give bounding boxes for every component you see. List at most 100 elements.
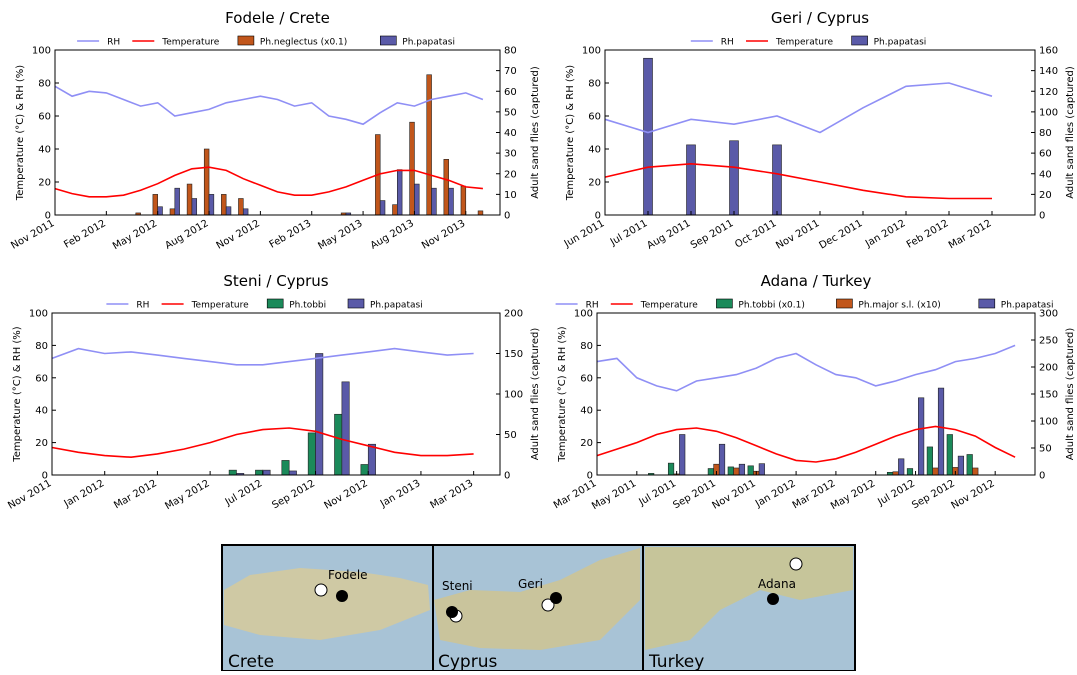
x-tick-label: Nov 2013 <box>420 218 467 252</box>
site-marker <box>336 590 348 602</box>
legend-label: Ph.papatasi <box>874 38 927 48</box>
legend-label: Ph.papatasi <box>402 38 455 48</box>
y2-tick-label: 50 <box>504 430 517 441</box>
y-tick-label: 20 <box>588 178 601 189</box>
y2-tick-label: 200 <box>1039 363 1058 374</box>
bar <box>927 447 933 475</box>
x-tick-label: May 2012 <box>111 218 159 252</box>
y-tick-label: 20 <box>580 438 593 449</box>
region-label: Cyprus <box>438 652 497 671</box>
bar <box>255 470 262 475</box>
y-tick-label: 40 <box>35 406 48 417</box>
bar <box>380 201 385 215</box>
x-tick-label: May 2012 <box>829 478 877 512</box>
x-tick-label: Jan 2012 <box>753 478 798 510</box>
legend-label: Temperature <box>191 301 249 311</box>
bar <box>679 435 685 476</box>
bar <box>938 388 944 475</box>
bar <box>209 194 214 215</box>
line <box>52 349 474 365</box>
bar <box>719 444 725 475</box>
y2-tick-label: 0 <box>1039 471 1045 482</box>
bar <box>967 454 973 475</box>
x-tick-label: May 2012 <box>163 478 211 512</box>
chart: Fodele / CreteRHTemperaturePh.neglectus … <box>9 9 541 252</box>
y2-tick-label: 140 <box>1039 66 1058 77</box>
legend-label: RH <box>136 301 149 311</box>
y2-tick-label: 150 <box>1039 390 1058 401</box>
y2-tick-label: 60 <box>504 87 517 98</box>
x-tick-label: Nov 2012 <box>215 218 262 252</box>
y2-axis-label: Adult sand flies (captured) <box>530 328 541 461</box>
bar <box>933 468 939 475</box>
line <box>605 83 992 133</box>
x-tick-label: Nov 2011 <box>9 218 56 252</box>
site-marker <box>446 606 458 618</box>
legend-swatch <box>267 299 283 308</box>
x-tick-label: Feb 2012 <box>905 218 951 251</box>
y2-tick-label: 20 <box>1039 190 1052 201</box>
y2-axis-label: Adult sand flies (captured) <box>1065 66 1076 199</box>
x-tick-label: Aug 2012 <box>163 218 210 252</box>
map: Fodele Steni Geri Adana Crete Cyprus Tur… <box>222 545 855 671</box>
bar <box>958 456 964 475</box>
bar <box>192 199 197 216</box>
y2-axis-label: Adult sand flies (captured) <box>1065 328 1076 461</box>
y-tick-label: 20 <box>38 178 51 189</box>
y-tick-label: 80 <box>35 341 48 352</box>
y-tick-label: 100 <box>32 46 51 57</box>
bar <box>361 464 368 475</box>
bar <box>708 469 714 475</box>
legend-label: Ph.major s.l. (x10) <box>858 301 940 311</box>
legend-label: RH <box>107 38 120 48</box>
x-tick-label: Jan 2012 <box>62 478 107 510</box>
y2-tick-label: 200 <box>504 309 523 320</box>
y-tick-label: 40 <box>580 406 593 417</box>
chart: Geri / CyprusRHTemperaturePh.papatasi020… <box>562 9 1076 252</box>
x-tick-label: Jul 2011 <box>608 218 650 248</box>
y-tick-label: 60 <box>38 112 51 123</box>
bar <box>427 75 432 215</box>
bar <box>393 205 398 215</box>
bar <box>730 141 739 215</box>
region-label: Turkey <box>648 652 704 671</box>
plot-frame <box>597 313 1035 475</box>
bar <box>170 209 175 215</box>
bar <box>238 199 243 216</box>
bar <box>397 170 402 215</box>
bar <box>444 159 449 215</box>
y2-tick-label: 150 <box>504 349 523 360</box>
site-marker <box>767 593 779 605</box>
bar <box>308 433 315 475</box>
bar <box>478 211 483 215</box>
y-tick-label: 100 <box>29 309 48 320</box>
bar <box>282 460 289 475</box>
x-tick-label: Mar 2012 <box>947 218 994 251</box>
y-axis-label: Temperature (°C) & RH (%) <box>12 326 23 463</box>
y-tick-label: 80 <box>580 341 593 352</box>
y2-tick-label: 100 <box>504 390 523 401</box>
x-tick-label: May 2011 <box>590 478 638 512</box>
bar <box>175 188 180 215</box>
x-tick-label: Dec 2011 <box>817 218 864 252</box>
site-label: Steni <box>442 579 473 593</box>
x-tick-label: Mar 2012 <box>112 478 159 511</box>
y2-tick-label: 0 <box>504 211 510 222</box>
bar <box>229 470 236 475</box>
y2-tick-label: 120 <box>1039 87 1058 98</box>
y2-tick-label: 100 <box>1039 107 1058 118</box>
y2-tick-label: 50 <box>1039 444 1052 455</box>
legend-label: Temperature <box>161 38 219 48</box>
legend-label: Ph.tobbi (x0.1) <box>738 301 804 311</box>
x-tick-label: Nov 2011 <box>6 478 53 512</box>
legend-label: Ph.papatasi <box>370 301 423 311</box>
bar <box>204 149 209 215</box>
line <box>597 345 1015 390</box>
bar <box>734 468 740 475</box>
bar <box>263 470 270 475</box>
bar <box>728 467 734 475</box>
x-tick-label: Aug 2013 <box>369 218 416 252</box>
figure: Fodele Steni Geri Adana Crete Cyprus Tur… <box>0 0 1077 671</box>
x-tick-label: Oct 2011 <box>733 218 778 250</box>
y-tick-label: 20 <box>35 438 48 449</box>
